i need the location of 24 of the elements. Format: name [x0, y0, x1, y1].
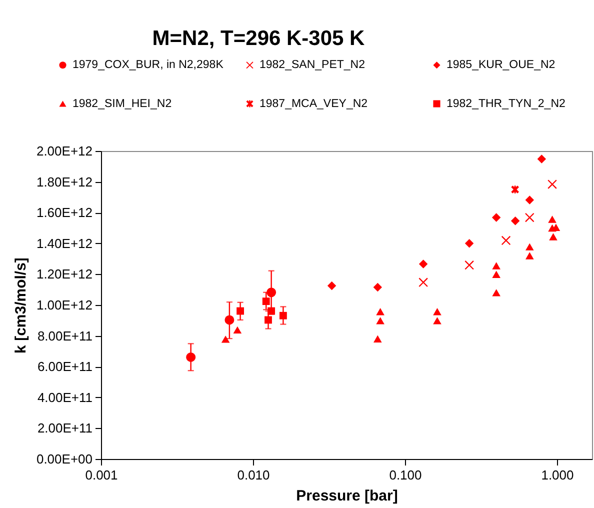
y-tick-label: 1.60E+12	[36, 205, 92, 220]
x-tick-label: 1.000	[541, 468, 574, 482]
y-tick-label: 0.00E+00	[36, 452, 92, 466]
y-tick-label: 8.00E+11	[37, 328, 92, 344]
x-tick-label: 0.010	[237, 468, 270, 482]
legend-label: 1987_MCA_VEY_N2	[260, 98, 368, 110]
legend-label: 1982_SIM_HEI_N2	[72, 98, 172, 110]
y-tick-label: 1.00E+12	[36, 298, 92, 312]
legend-label: 1982_SAN_PET_N2	[260, 59, 365, 72]
y-tick-label: 2.00E+11	[37, 420, 92, 436]
y-tick-label: 4.00E+11	[37, 390, 92, 405]
y-tick-label: 2.00E+12	[36, 144, 92, 158]
chart-title: M=N2, T=296 K-305 K	[152, 27, 365, 50]
y-tick-label: 1.40E+12	[36, 236, 92, 251]
y-tick-label: 1.80E+12	[36, 174, 92, 190]
legend-label: 1982_THR_TYN_2_N2	[446, 98, 566, 110]
x-tick-label: 0.001	[85, 468, 118, 482]
y-axis-title: k [cm3/mol/s]	[12, 258, 30, 354]
x-axis-title: Pressure [bar]	[296, 488, 398, 504]
y-tick-label: 6.00E+11	[37, 359, 92, 374]
legend-label: 1979_COX_BUR, in N2,298K	[72, 59, 224, 72]
legend-label: 1985_KUR_OUE_N2	[446, 59, 556, 72]
x-tick-label: 0.100	[389, 468, 422, 482]
y-tick-label: 1.20E+12	[36, 266, 92, 282]
